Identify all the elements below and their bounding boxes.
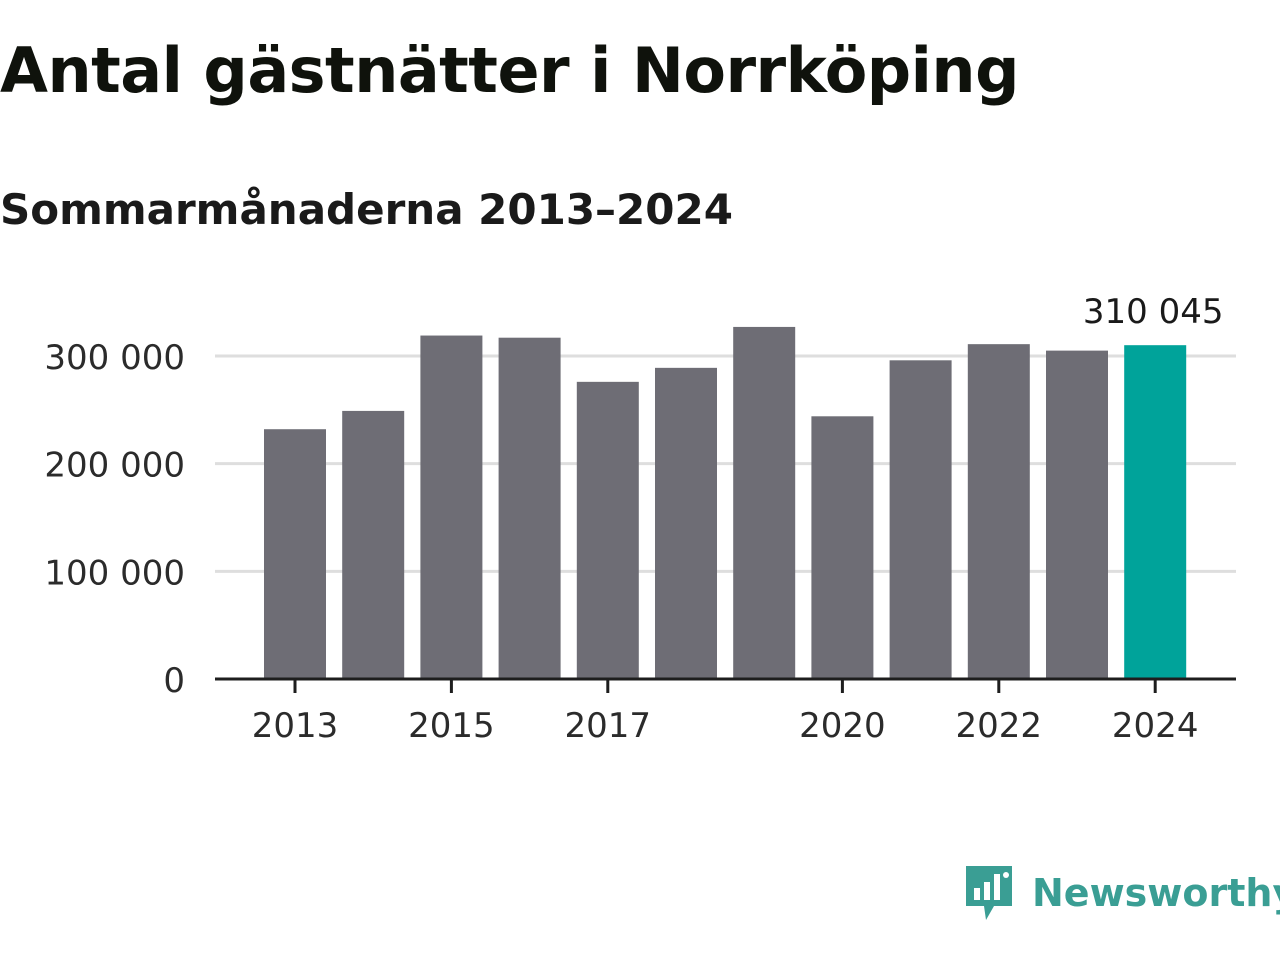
chart-title: Antal gästnätter i Norrköping [0,34,1019,107]
data-label-highlight: 310 045 [1083,292,1224,332]
bars [264,326,1187,679]
bar-chart: 0 100 000 200 000 300 000 2013 2015 2017 2020 20… [44,292,1236,746]
bar-2013 [264,429,326,679]
y-tick-label: 200 000 [44,446,185,486]
x-tick-label: 2022 [956,706,1043,746]
newsworthy-chart-bubble-icon [966,866,1012,920]
chart-subtitle: Sommarmånaderna 2013–2024 [0,185,733,234]
logo-text: Newsworthy [1032,871,1280,915]
bar-2022 [967,344,1030,679]
y-tick-label: 100 000 [44,553,185,593]
bar-2017 [576,381,639,679]
bar-2018 [655,367,717,679]
newsworthy-logo: Newsworthy [964,864,1280,922]
labels: 0 100 000 200 000 300 000 2013 2015 2017 2020 20… [44,292,1223,746]
x-tick-label: 2024 [1112,706,1199,746]
x-tick-label: 2017 [565,706,652,746]
x-tick-label: 2013 [252,706,339,746]
bar-2014 [342,410,405,679]
bar-2024 [1124,345,1187,679]
y-tick-label: 300 000 [44,338,185,378]
bar-2019 [733,326,796,679]
x-tick-label: 2020 [799,706,886,746]
bar-2016 [498,337,561,679]
axes [215,677,1236,693]
bar-2020 [811,416,874,679]
x-tick-label: 2015 [408,706,495,746]
bar-2015 [420,335,483,679]
y-tick-label: 0 [163,661,185,701]
bar-2023 [1046,350,1108,679]
bar-2021 [889,360,952,679]
